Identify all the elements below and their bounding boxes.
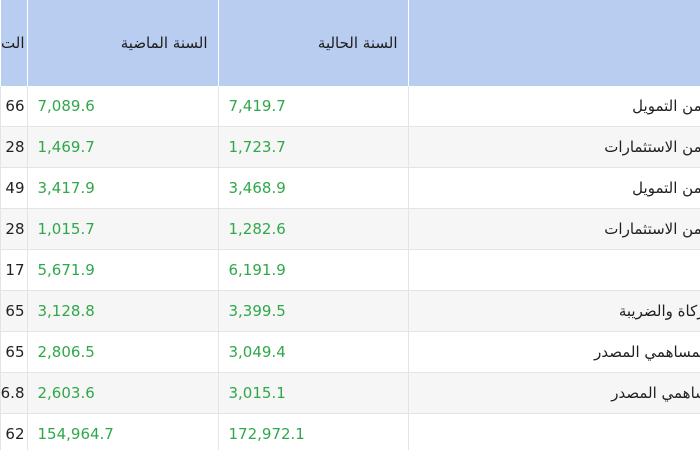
table-row: العمولات الخاصة من الاستثمارات1,282.61,0… [0,208,700,250]
previous-year-value: 3,128.8 [26,290,218,332]
previous-year-value: 1,469.7 [26,126,218,168]
change-value: 62 [0,413,27,450]
current-year-value: 1,282.6 [217,208,408,250]
row-label [407,413,700,450]
row-label: العمولات الخاصة من الاستثمارات [407,126,700,168]
previous-year-value: 3,417.9 [26,167,218,209]
change-value: 17 [0,249,27,291]
current-year-value: 3,015.1 [217,372,408,414]
table-row: العمولات الخاصة من الاستثمارات1,723.71,4… [0,126,700,168]
previous-year-value: 7,089.6 [26,86,218,127]
current-year-value: 3,399.5 [217,290,408,332]
header-current-year: السنة الحالية [217,0,408,86]
table-row: خسارة) العمليات6,191.95,671.917 [0,249,700,291]
previous-year-value: 5,671.9 [26,249,218,291]
header-previous-year: السنة الماضية [26,0,218,86]
header-change: الت [0,0,27,86]
current-year-value: 1,723.7 [217,126,408,168]
current-year-value: 6,191.9 [217,249,408,291]
change-value: 6.8 [0,372,27,414]
table-row: (الخسارة) قبل الزكاة والضريبة3,399.53,12… [0,290,700,332]
table-row: الشامل العائد لمساهمي المصدر3,015.12,603… [0,372,700,414]
row-label: العمولات الخاصة من التمويل [407,167,700,209]
row-label: (الخسارة) قبل الزكاة والضريبة [407,290,700,332]
table-row: العمولات الخاصة من التمويل7,419.77,089.6… [0,86,700,127]
row-label: العمولات الخاصة من التمويل [407,86,700,127]
table-row: العمولات الخاصة من التمويل3,468.93,417.9… [0,167,700,209]
change-value: 65 [0,290,27,332]
row-label: الشامل العائد لمساهمي المصدر [407,372,700,414]
table-row: (الخسارة) العائد لمساهمي المصدر3,049.42,… [0,331,700,373]
change-value: 28 [0,126,27,168]
change-value: 65 [0,331,27,373]
header-item-label [407,0,700,86]
current-year-value: 7,419.7 [217,86,408,127]
row-label: العمولات الخاصة من الاستثمارات [407,208,700,250]
current-year-value: 172,972.1 [217,413,408,450]
row-label: (الخسارة) العائد لمساهمي المصدر [407,331,700,373]
table-header-row: السنة الحالية السنة الماضية الت [0,0,700,86]
table-row: 172,972.1 154,964.7 62 [0,413,700,450]
change-value: 49 [0,167,27,209]
row-label: خسارة) العمليات [407,249,700,291]
current-year-value: 3,468.9 [217,167,408,209]
previous-year-value: 154,964.7 [26,413,218,450]
change-value: 66 [0,86,27,127]
previous-year-value: 1,015.7 [26,208,218,250]
previous-year-value: 2,603.6 [26,372,218,414]
previous-year-value: 2,806.5 [26,331,218,373]
current-year-value: 3,049.4 [217,331,408,373]
change-value: 28 [0,208,27,250]
